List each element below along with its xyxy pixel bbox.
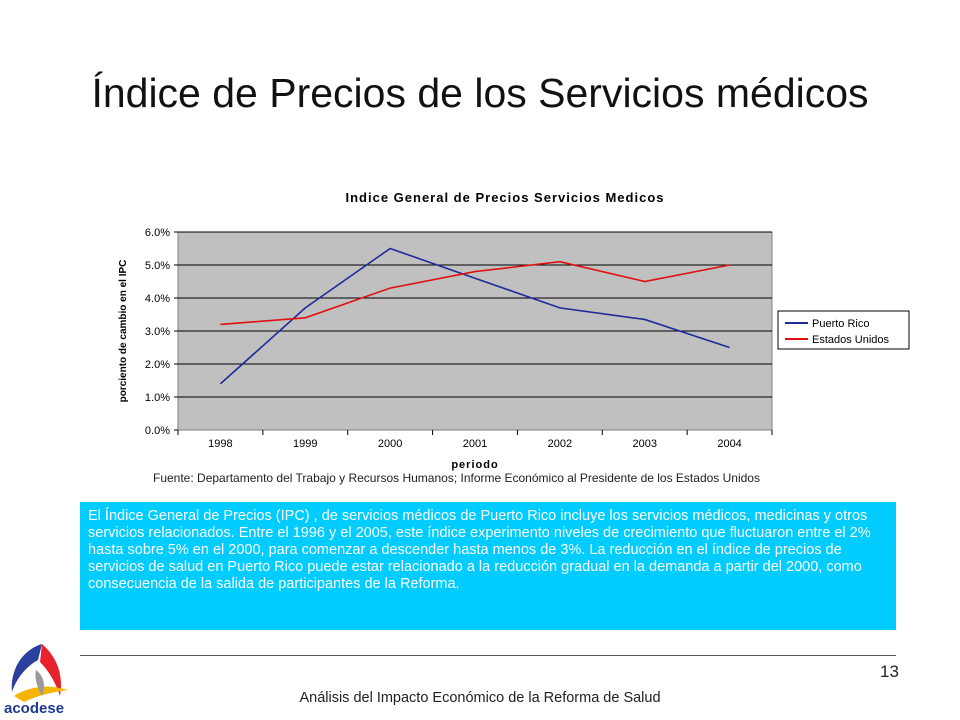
- legend-box: [777, 310, 910, 350]
- page-number: 13: [880, 662, 899, 681]
- series-lines: [219, 247, 730, 385]
- chart: Indice General de Precios Servicios Medi…: [118, 190, 910, 471]
- y-tick-label: 4.0%: [145, 293, 170, 305]
- chart-source-note: Fuente: Departamento del Trabajo y Recur…: [153, 471, 760, 485]
- slide-title: Índice de Precios de los Servicios médic…: [91, 70, 869, 116]
- y-tick-label: 1.0%: [145, 392, 170, 404]
- logo-text: acodese: [4, 700, 65, 717]
- footer-text: Análisis del Impacto Económico de la Ref…: [299, 690, 661, 706]
- y-axis-label: porciento de cambio en el IPC: [118, 260, 129, 403]
- y-tick-label: 6.0%: [145, 227, 170, 239]
- y-axis-tick-labels: 0.0% 1.0% 2.0% 3.0% 4.0% 5.0% 6.0%: [145, 227, 178, 437]
- series-line-puerto-rico: [219, 247, 730, 385]
- x-tick-label: 2003: [632, 438, 656, 450]
- y-tick-label: 3.0%: [145, 326, 170, 338]
- y-tick-label: 5.0%: [145, 260, 170, 272]
- x-tick-label: 2004: [717, 438, 741, 450]
- x-tick-label: 2002: [548, 438, 572, 450]
- description-box: El Índice General de Precios (IPC) , de …: [80, 502, 896, 630]
- legend-label-estados-unidos: Estados Unidos: [812, 334, 890, 346]
- legend-label-puerto-rico: Puerto Rico: [812, 318, 869, 330]
- x-tick-label: 2000: [378, 438, 402, 450]
- chart-title: Indice General de Precios Servicios Medi…: [345, 190, 664, 205]
- x-axis-label: periodo: [451, 459, 498, 471]
- x-tick-label: 2001: [463, 438, 487, 450]
- x-tick-label: 1999: [293, 438, 317, 450]
- legend: Puerto Rico Estados Unidos: [777, 310, 910, 350]
- acodese-logo-icon: [11, 644, 68, 702]
- gridlines: [178, 231, 772, 398]
- x-tick-label: 1998: [208, 438, 232, 450]
- y-tick-label: 2.0%: [145, 359, 170, 371]
- x-axis-tick-labels: 1998 1999 2000 2001 2002 2003 2004: [177, 430, 773, 450]
- series-line-estados-unidos: [220, 260, 730, 326]
- footer-divider: [80, 655, 896, 656]
- y-tick-label: 0.0%: [145, 425, 170, 437]
